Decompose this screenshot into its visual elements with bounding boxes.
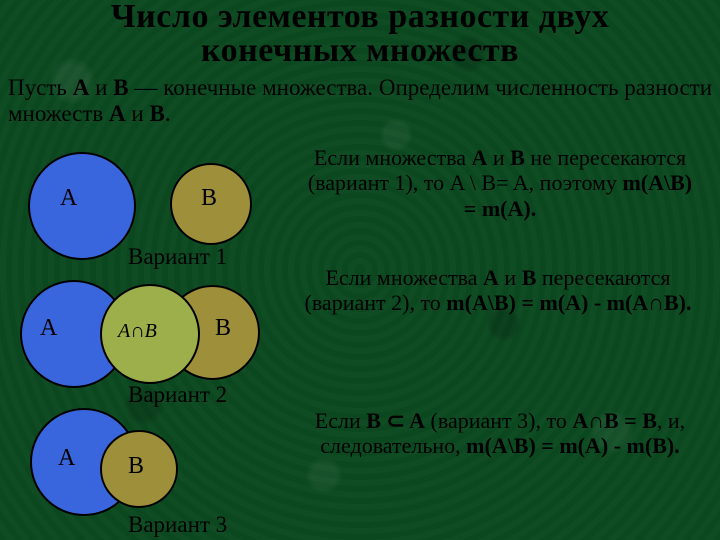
slide-title: Число элементов разности двух конечных м… [0, 0, 720, 68]
variant2-label-a: A [40, 315, 57, 342]
title-line-2: конечных множеств [0, 34, 720, 68]
variant2-label-inter: A∩B [118, 320, 157, 343]
variant2-label-b: B [215, 315, 231, 342]
variant2-caption: Вариант 2 [128, 382, 227, 408]
variant3-caption: Вариант 3 [128, 512, 227, 538]
title-line-1: Число элементов разности двух [0, 0, 720, 34]
variant1-caption: Вариант 1 [128, 244, 227, 270]
slide: Число элементов разности двух конечных м… [0, 0, 720, 540]
variant1-set-a [28, 152, 136, 260]
variant3-label-b: B [128, 453, 144, 480]
variant3-label-a: A [58, 445, 75, 472]
explanation-variant3: Если B ⊂ A (вариант 3), то A∩B = B, и, с… [300, 408, 700, 459]
variant1-label-b: B [201, 185, 217, 212]
explanation-variant2: Если множества А и В пересекаются (вариа… [288, 265, 708, 316]
explanation-variant1: Если множества А и В не пересекаются (ва… [300, 145, 700, 221]
variant1-label-a: A [60, 185, 77, 212]
intro-text: Пусть А и В — конечные множества. Опреде… [8, 75, 712, 128]
